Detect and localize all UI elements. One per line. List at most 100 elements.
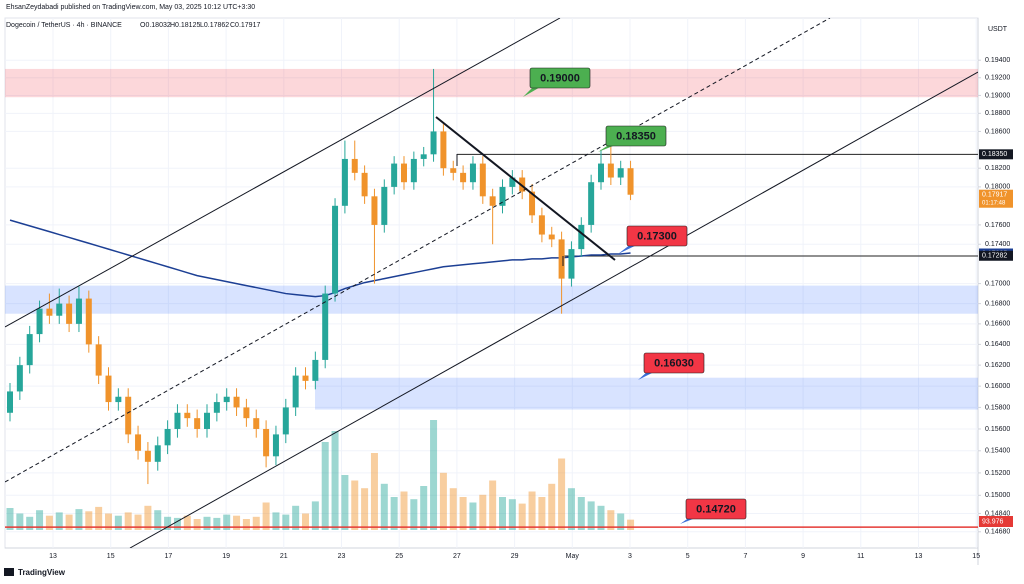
trend-line xyxy=(435,116,616,261)
volume-bar xyxy=(134,514,142,530)
candle-body xyxy=(154,445,161,462)
y-tick-label: 0.14680 xyxy=(985,529,1010,536)
y-tick-label: 0.15200 xyxy=(985,470,1010,477)
callout-box xyxy=(685,498,747,520)
volume-tag xyxy=(979,516,1013,527)
x-tick-label: 7 xyxy=(743,553,747,560)
candle-body xyxy=(420,154,427,159)
volume-bar xyxy=(548,483,556,530)
callout-label: 0.14720 xyxy=(696,503,736,515)
candle-body xyxy=(292,375,299,408)
candle-body xyxy=(322,293,329,360)
ohlc-close: C0.17917 xyxy=(230,22,260,29)
volume-bar xyxy=(6,508,14,530)
plot xyxy=(5,18,978,548)
candle-body xyxy=(430,131,437,155)
candle-body xyxy=(115,396,122,403)
candle-body xyxy=(489,196,496,206)
brand-logo xyxy=(4,568,14,576)
volume-bar xyxy=(597,505,605,530)
y-tick-label: 0.15400 xyxy=(985,448,1010,455)
candle-body xyxy=(282,407,289,435)
volume-bar xyxy=(627,519,635,530)
axes: 0.14680 0.14840 0.15000 0.15200 0.15400 0.156… xyxy=(49,57,1013,560)
callout-label: 0.16030 xyxy=(654,357,694,369)
volume-bar xyxy=(410,499,418,530)
x-tick-label: 25 xyxy=(395,553,403,560)
volume-bar xyxy=(144,505,152,530)
volume-bar xyxy=(587,501,595,530)
y-tick-label: 0.18000 xyxy=(985,184,1010,191)
y-tick-label: 0.17000 xyxy=(985,280,1010,287)
volume-bar xyxy=(459,497,467,530)
callout-label: 0.17300 xyxy=(637,230,677,242)
volume-bar xyxy=(203,516,211,530)
x-tick-label: 13 xyxy=(915,553,923,560)
volume-bar xyxy=(282,514,290,530)
candle-body xyxy=(351,158,358,173)
price-tag xyxy=(979,189,1013,208)
volume-bar xyxy=(567,488,575,530)
callout-pointer xyxy=(523,86,542,97)
volume-bar xyxy=(607,510,615,530)
candle-body xyxy=(538,215,545,235)
callout-box xyxy=(643,352,705,374)
zone xyxy=(5,285,978,314)
candle-body xyxy=(85,298,92,345)
volume-bar xyxy=(341,475,349,530)
publisher: EhsanZeydabadi published on TradingView.… xyxy=(6,4,255,11)
x-tick-label: 9 xyxy=(801,553,805,560)
brand: TradingView xyxy=(18,568,66,577)
volume-bar xyxy=(311,501,319,530)
volume-bar xyxy=(479,494,487,530)
candle-body xyxy=(105,375,112,403)
candle-body xyxy=(391,163,398,187)
volume-tag-label: 93.976 xyxy=(982,518,1004,525)
x-tick-label: 19 xyxy=(222,553,230,560)
candle-body xyxy=(95,344,102,376)
candle-body xyxy=(460,172,467,183)
volume-bar xyxy=(213,517,221,530)
y-unit: USDT xyxy=(988,26,1008,33)
x-tick-label: May xyxy=(566,553,580,560)
candle-body xyxy=(588,182,595,225)
callout-box xyxy=(626,225,688,247)
candle-body xyxy=(213,402,220,413)
volume-bar xyxy=(242,519,250,530)
candle-body xyxy=(371,196,378,225)
callout-label: 0.18350 xyxy=(616,130,656,142)
volume-bar xyxy=(95,506,103,530)
channel-lower xyxy=(129,71,978,548)
channel-upper xyxy=(5,18,561,328)
candle-body xyxy=(125,396,132,435)
callout-label: 0.19000 xyxy=(540,72,580,84)
annotations: 0.19000 0.18350 0.17300 0.16030 0.14720 xyxy=(523,67,747,524)
volume-bar xyxy=(508,499,516,530)
drawings xyxy=(5,18,978,548)
ohlc-open: O0.18032 xyxy=(140,22,171,29)
candle-body xyxy=(401,163,407,183)
volume-bar xyxy=(252,516,260,530)
y-tick-label: 0.16000 xyxy=(985,383,1010,390)
price-tag xyxy=(979,250,1013,261)
x-tick-label: 11 xyxy=(857,553,864,560)
candle-body xyxy=(568,249,575,279)
x-tick-label: 27 xyxy=(453,553,461,560)
volume-bar xyxy=(105,513,112,530)
y-tick-label: 0.16600 xyxy=(985,321,1010,328)
y-tick-label: 0.14840 xyxy=(985,510,1010,517)
volume-bar xyxy=(183,515,191,530)
volume-bar xyxy=(292,505,300,530)
zone xyxy=(5,68,978,98)
candle-body xyxy=(135,434,142,451)
x-tick-label: 15 xyxy=(972,553,980,560)
volume-bar xyxy=(45,515,53,530)
y-tick-label: 0.19400 xyxy=(985,57,1010,64)
candle-body xyxy=(16,365,23,392)
volume-bar xyxy=(351,480,359,530)
candle-body xyxy=(479,163,486,197)
volume-bar xyxy=(528,491,536,530)
candle-body xyxy=(184,412,191,419)
candle-body xyxy=(548,234,555,240)
